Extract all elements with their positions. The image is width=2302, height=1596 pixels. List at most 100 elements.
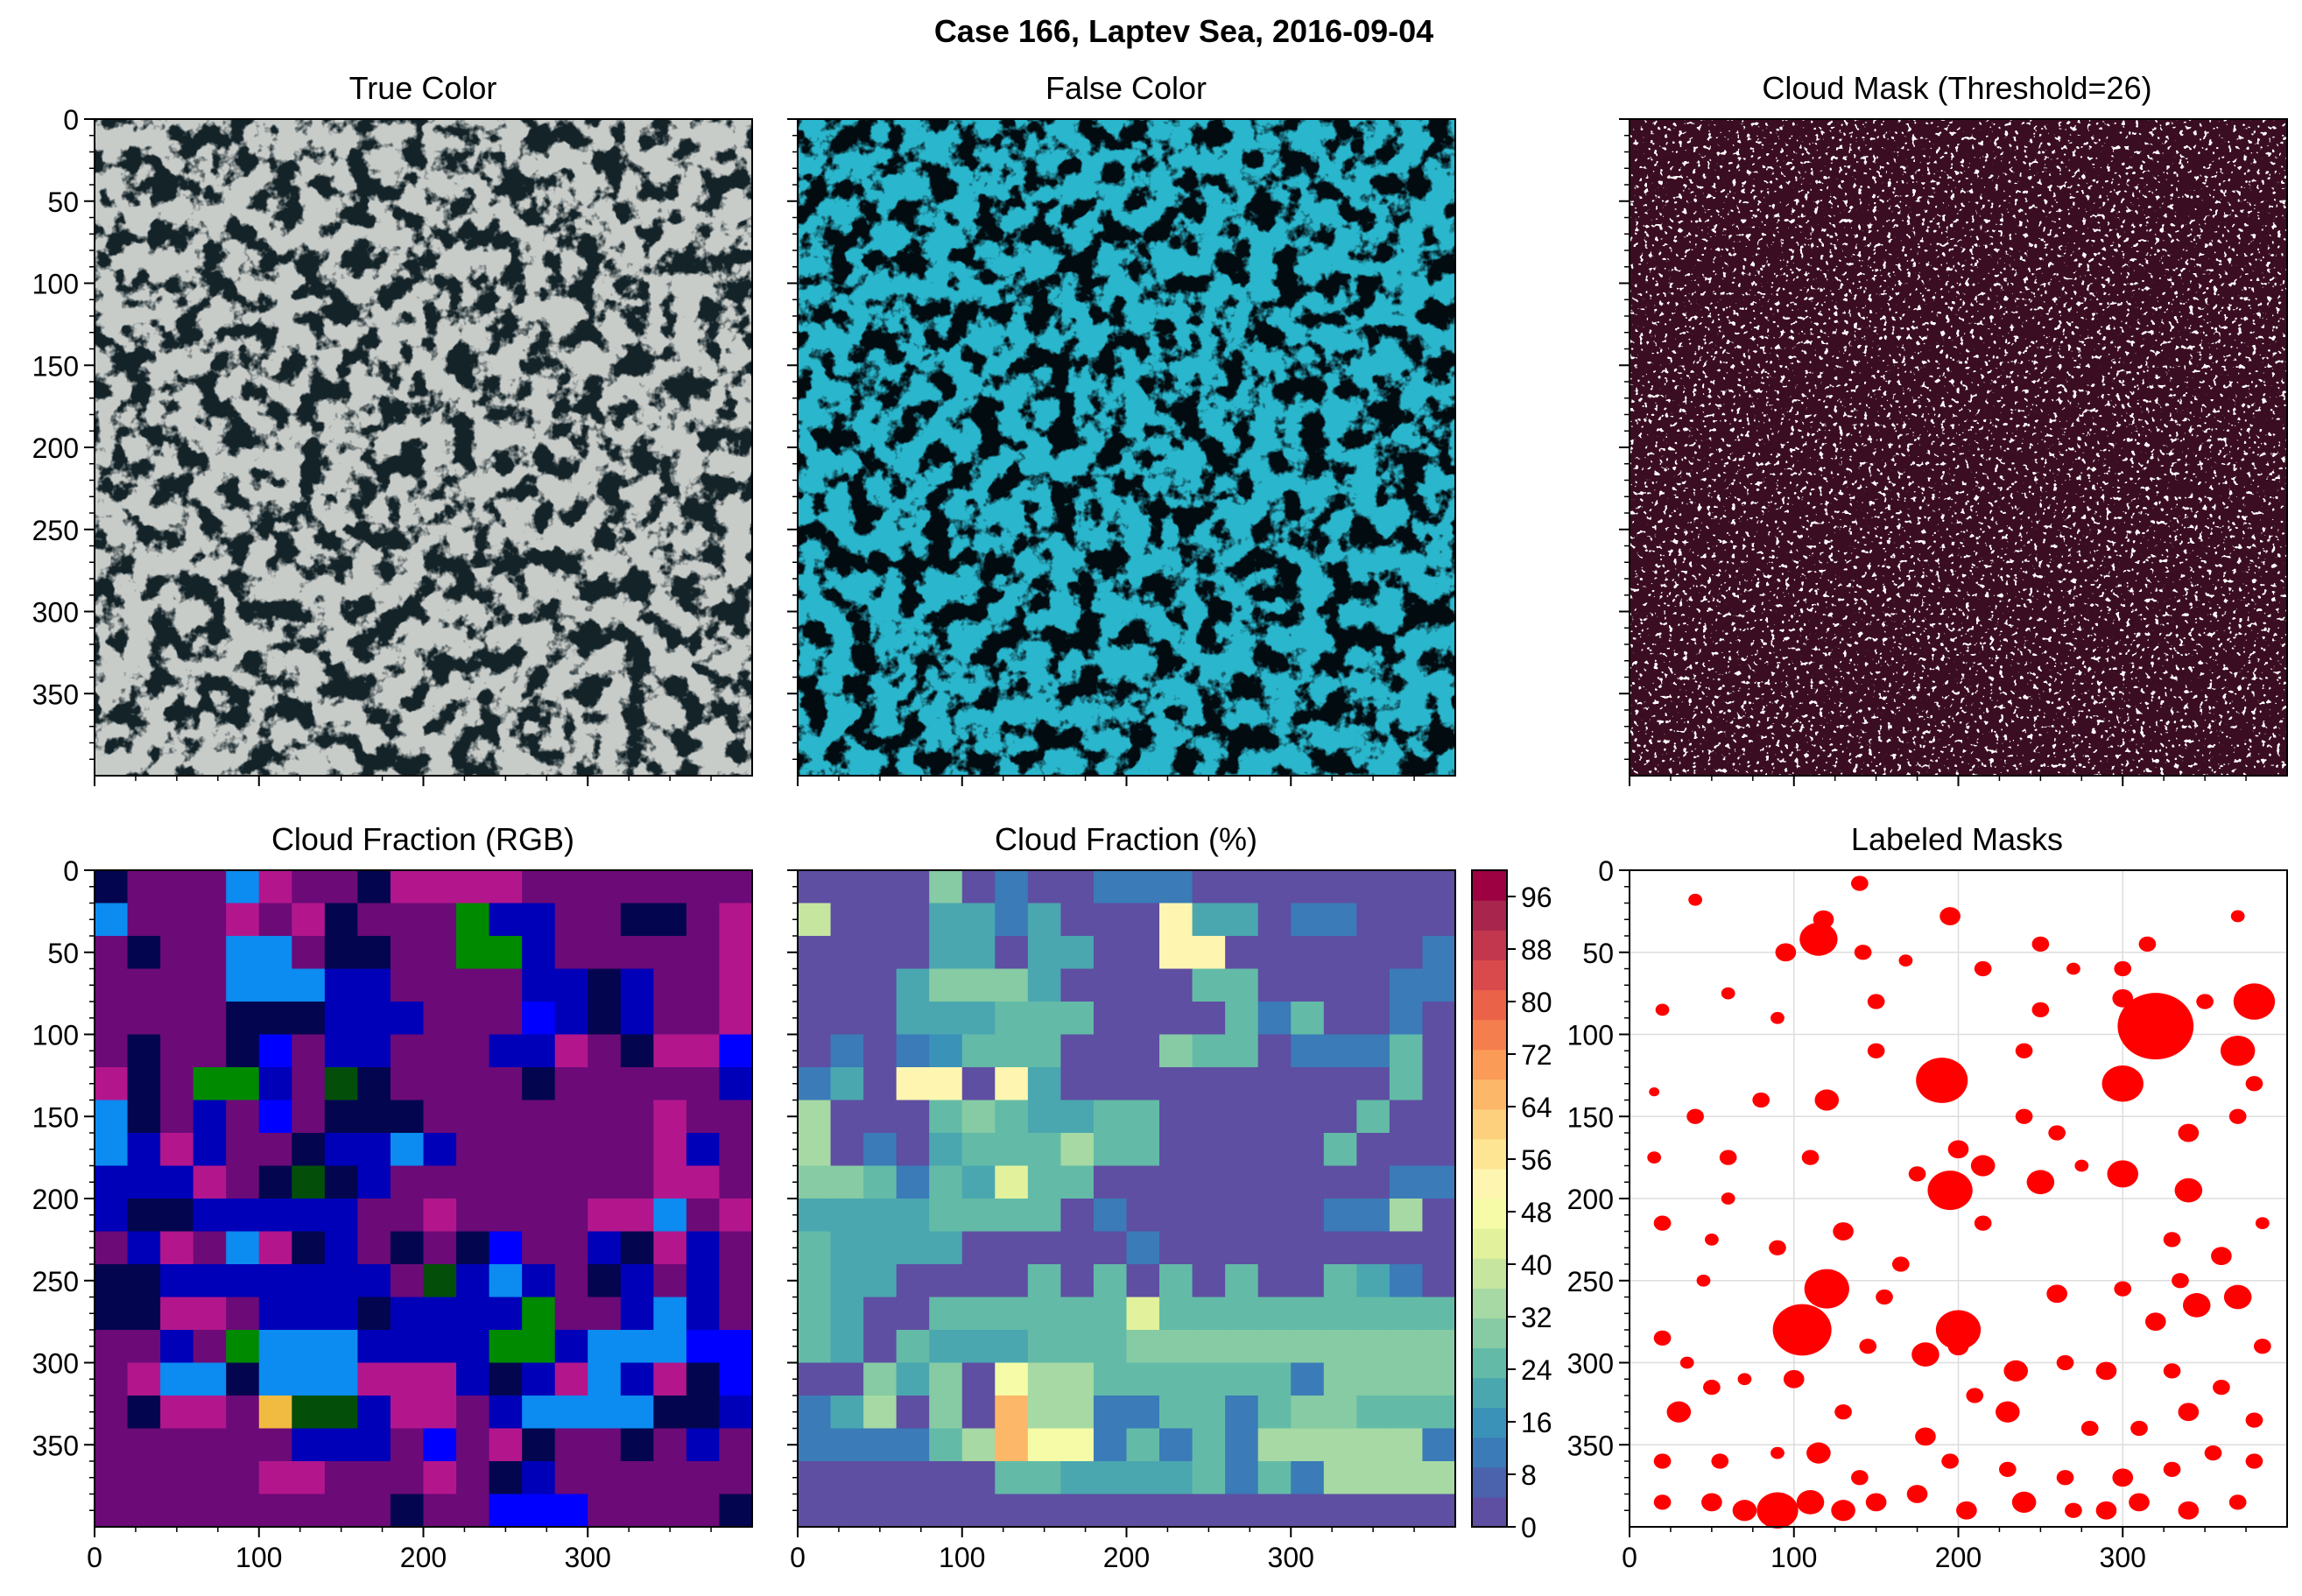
rgb-cell [423,1494,457,1528]
labeled-mask-blob [1772,1304,1832,1356]
rgb-cell [390,1231,425,1265]
rgb-cell [127,1133,161,1167]
colorbar-tick-label: 88 [1521,934,1552,966]
pct-cell [1093,903,1128,937]
pct-cell [798,1165,832,1199]
rgb-cell [554,870,588,904]
pct-cell [863,870,898,904]
cloud-fraction-pct-cells [798,870,1456,1528]
labeled-mask-blob [1915,1427,1936,1446]
rgb-cell [588,870,622,904]
rgb-cell [653,1199,687,1233]
y-tick-label: 100 [32,1020,79,1051]
pct-cell [1323,1461,1357,1495]
pct-cell [1291,936,1325,970]
pct-cell [929,1002,963,1036]
pct-cell [1126,1002,1160,1036]
pct-cell [896,870,930,904]
y-tick-label: 250 [32,1266,79,1297]
colorbar-segment [1472,1318,1507,1349]
pct-cell [1257,1362,1292,1396]
pct-cell [863,1330,898,1364]
pct-cell [1027,1362,1061,1396]
pct-cell [1389,1133,1424,1167]
rgb-cell [522,1330,556,1364]
pct-cell [1060,1264,1095,1298]
rgb-cell [324,1428,358,1462]
rgb-cell [522,1067,556,1101]
pct-cell [1389,870,1424,904]
rgb-cell [554,1067,588,1101]
pct-cell [798,936,832,970]
pct-cell [830,1067,864,1101]
rgb-cell [620,1231,654,1265]
rgb-cell [456,1002,490,1036]
pct-cell [1159,903,1193,937]
pct-cell [1126,903,1160,937]
colorbar-segment [1472,1466,1507,1498]
y-tick-label: 200 [32,1184,79,1215]
pct-cell [1159,1264,1193,1298]
labeled-mask-blob [1775,943,1797,962]
pct-cell [830,1165,864,1199]
rgb-cell [160,1494,194,1528]
pct-cell [1060,1165,1095,1199]
pct-cell [1093,936,1128,970]
colorbar-tick-label: 56 [1521,1144,1552,1176]
rgb-cell [357,1034,391,1068]
labeled-mask-blob [1804,1269,1849,1309]
rgb-cell [226,1494,260,1528]
rgb-cell [160,903,194,937]
rgb-cell [324,1362,358,1396]
labeled-mask-blob [1799,922,1838,956]
rgb-cell [127,1396,161,1430]
rgb-cell [456,1231,490,1265]
labeled-mask-blob [2163,1461,2181,1478]
pct-cell [798,1330,832,1364]
pct-cell [929,1100,963,1134]
pct-cell [1225,1362,1259,1396]
rgb-cell [653,1034,687,1068]
pct-cell [1422,968,1456,1002]
pct-cell [1192,1165,1226,1199]
pct-cell [961,870,996,904]
rgb-cell [719,1330,753,1364]
labeled-mask-blob [1666,1401,1692,1423]
rgb-cell [127,1330,161,1364]
rgb-cell [95,1264,129,1298]
rgb-cell [127,1362,161,1396]
labeled-mask-blob [2130,1420,2148,1437]
rgb-cell [522,1002,556,1036]
pct-cell [1159,1494,1193,1528]
pct-cell [863,1199,898,1233]
labeled-mask-blob [2230,910,2245,923]
rgb-cell [226,1165,260,1199]
rgb-cell [588,936,622,970]
rgb-cell [588,1396,622,1430]
pct-cell [1389,1264,1424,1298]
labeled-mask-blob [1974,960,1992,977]
rgb-cell [95,1199,129,1233]
pct-cell [1356,903,1390,937]
rgb-cell [258,1165,292,1199]
rgb-cell [588,1362,622,1396]
rgb-cell [160,1428,194,1462]
cloud-fraction-rgb-x-ticks: 0 100 200 300 [87,1527,712,1573]
rgb-cell [95,1362,129,1396]
labeled-mask-blob [1865,1493,1887,1512]
pct-cell [1323,1034,1357,1068]
panel-labeled-masks: Labeled Masks 0 50 100 150 200 250 300 350 0 100… [1567,821,2288,1573]
pct-cell [1192,1330,1226,1364]
pct-cell [1291,1133,1325,1167]
pct-cell [1389,968,1424,1002]
rgb-cell [653,1100,687,1134]
pct-cell [1159,1396,1193,1430]
panel-cloud-fraction-rgb: Cloud Fraction (RGB) 0 50 100 150 200 250 300 3… [32,821,753,1573]
rgb-cell [390,870,425,904]
pct-cell [929,1362,963,1396]
labeled-mask-blob [1898,954,1913,967]
pct-cell [1291,1330,1325,1364]
rgb-cell [160,1461,194,1495]
pct-cell [1192,1428,1226,1462]
